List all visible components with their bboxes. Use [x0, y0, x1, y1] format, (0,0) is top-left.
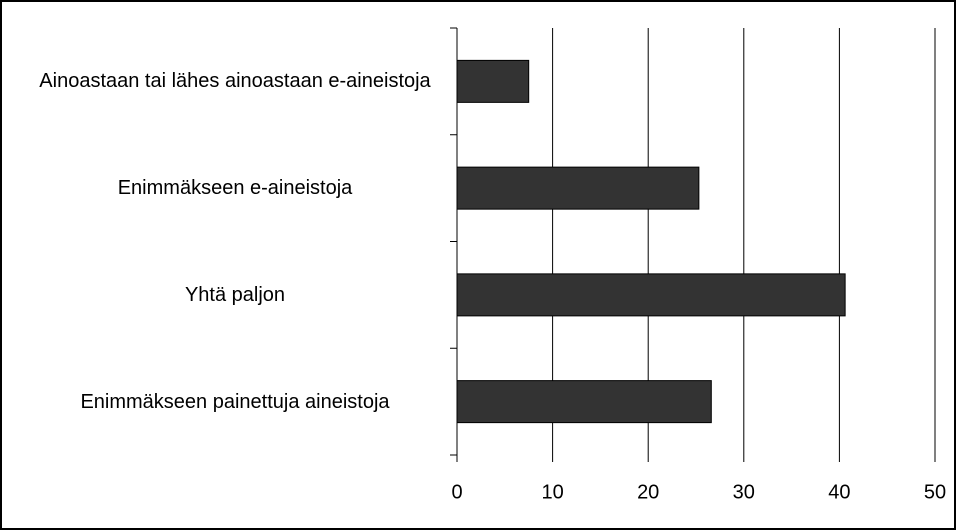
x-tick-label: 0 [451, 481, 462, 503]
bar [456, 59, 530, 103]
y-tick-label: Enimmäkseen e-aineistoja [117, 177, 353, 200]
bar [456, 380, 712, 424]
y-tick-label: Ainoastaan tai lähes ainoastaan e-aineis… [39, 70, 431, 93]
x-tick-label: 30 [733, 481, 755, 503]
bar [456, 273, 846, 317]
bar [456, 166, 700, 210]
y-tick-label: Yhtä paljon [184, 283, 286, 306]
x-tick-label: 20 [637, 481, 659, 503]
x-tick-label: 10 [541, 481, 563, 503]
y-tick-label: Enimmäkseen painettuja aineistoja [80, 390, 390, 413]
x-tick-label: 50 [924, 481, 946, 503]
x-tick-label: 40 [828, 481, 850, 503]
